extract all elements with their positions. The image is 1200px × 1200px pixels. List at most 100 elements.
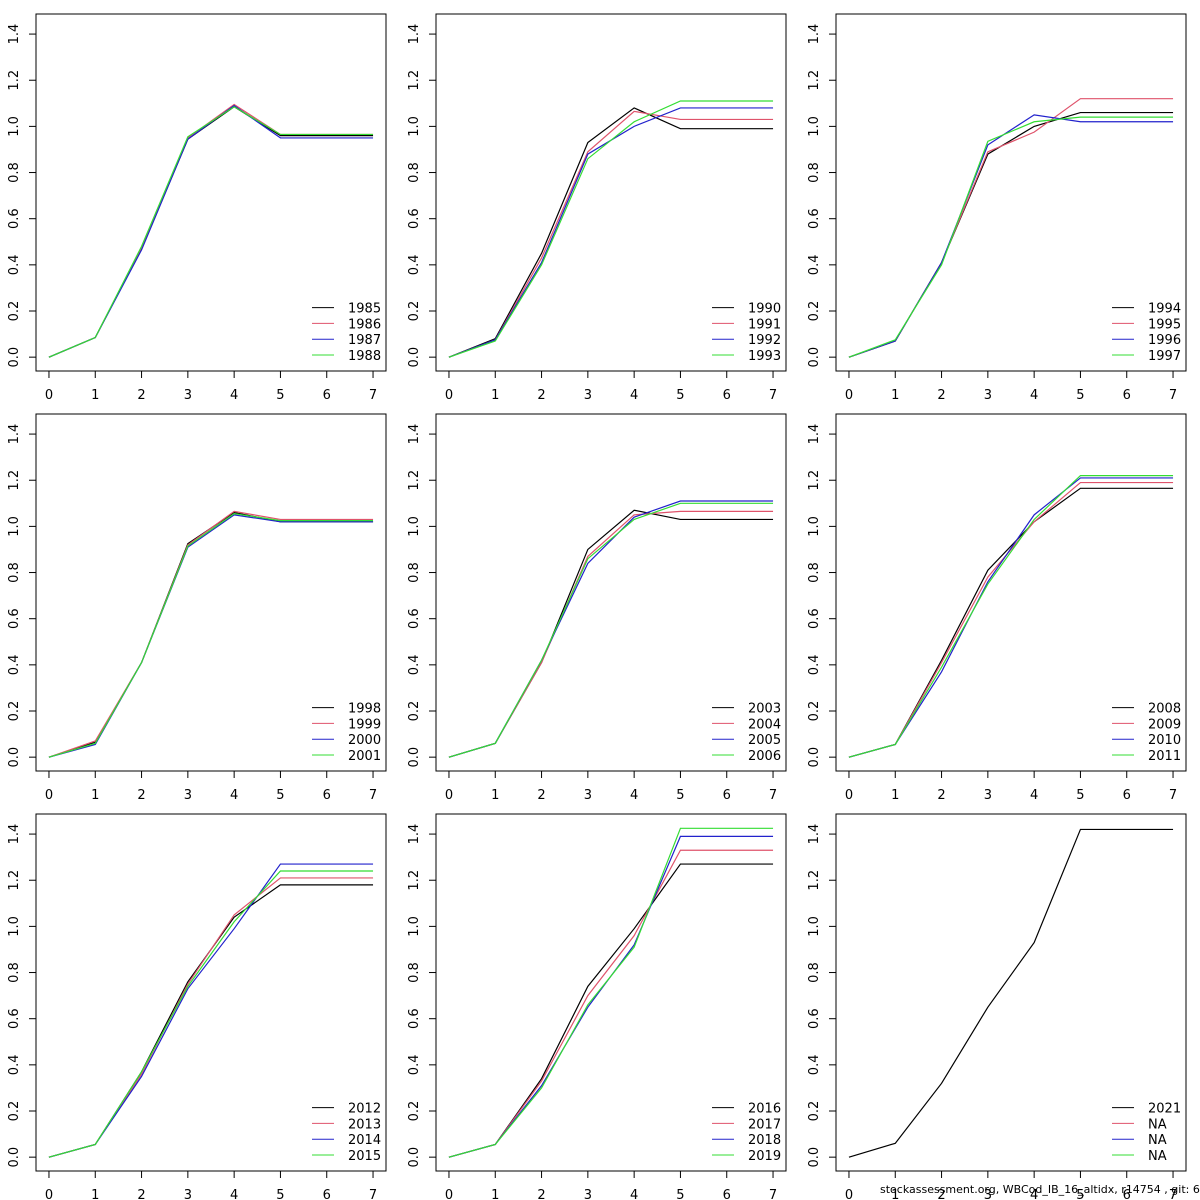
series-line — [848, 475, 1174, 758]
y-tick-label: 0.0 — [807, 747, 822, 768]
y-tick-label: 0.8 — [807, 562, 822, 583]
series-line — [448, 502, 774, 758]
legend-label: 1998 — [348, 702, 381, 717]
x-tick-label: 1 — [491, 1188, 499, 1200]
x-tick-label: 7 — [769, 1188, 777, 1200]
legend-label: 2003 — [748, 702, 781, 717]
y-tick-label: 0.6 — [7, 1008, 22, 1029]
y-tick-label: 0.4 — [807, 255, 822, 276]
x-tick-label: 3 — [584, 388, 592, 403]
y-tick-label: 0.4 — [7, 1055, 22, 1076]
x-tick-label: 1 — [91, 388, 99, 403]
plot-frame — [35, 813, 387, 1172]
legend-label: 2010 — [1148, 733, 1181, 748]
y-tick-label: 1.0 — [7, 916, 22, 937]
y-tick-label: 1.2 — [7, 870, 22, 891]
y-tick-label: 0.6 — [407, 208, 422, 229]
x-tick-label: 2 — [937, 788, 945, 803]
series-line — [48, 514, 374, 758]
x-tick-label: 4 — [630, 1188, 638, 1200]
plot-frame — [435, 13, 787, 372]
legend-label: 2011 — [1148, 749, 1181, 764]
x-tick-label: 5 — [276, 1188, 284, 1200]
legend-label: 2018 — [748, 1133, 781, 1148]
y-tick-label: 1.4 — [7, 424, 22, 445]
plot-frame — [835, 13, 1187, 372]
y-tick-label: 0.0 — [407, 347, 422, 368]
x-tick-label: 6 — [723, 388, 731, 403]
y-tick-label: 0.2 — [807, 301, 822, 322]
y-tick-label: 1.0 — [407, 516, 422, 537]
legend-label: 2016 — [748, 1102, 781, 1117]
legend-label: 2015 — [348, 1149, 381, 1164]
x-tick-label: 5 — [676, 1188, 684, 1200]
y-tick-label: 0.2 — [407, 1101, 422, 1122]
legend-label: 1995 — [1148, 317, 1181, 332]
legend-label: NA — [1148, 1117, 1167, 1132]
x-tick-label: 5 — [276, 388, 284, 403]
legend-label: 2001 — [348, 749, 381, 764]
y-tick-label: 0.6 — [407, 608, 422, 629]
x-tick-label: 6 — [1123, 1188, 1131, 1200]
y-tick-label: 0.8 — [407, 562, 422, 583]
series-line — [848, 481, 1174, 758]
legend-label: 2019 — [748, 1149, 781, 1164]
y-tick-label: 1.4 — [407, 24, 422, 45]
legend-label: NA — [1148, 1149, 1167, 1164]
legend-label: 2021 — [1148, 1102, 1181, 1117]
x-tick-label: 5 — [676, 388, 684, 403]
y-tick-label: 1.0 — [807, 116, 822, 137]
series-line — [848, 98, 1174, 358]
x-tick-label: 6 — [723, 1188, 731, 1200]
y-tick-label: 1.2 — [807, 70, 822, 91]
x-tick-label: 1 — [91, 788, 99, 803]
legend-label: 1992 — [748, 333, 781, 348]
series-line — [48, 513, 374, 758]
x-tick-label: 5 — [676, 788, 684, 803]
x-tick-label: 0 — [445, 1188, 453, 1200]
x-tick-label: 6 — [323, 388, 331, 403]
series-line — [48, 106, 374, 358]
legend-label: 2012 — [348, 1102, 381, 1117]
legend-label: 1985 — [348, 302, 381, 317]
legend-label: 2006 — [748, 749, 781, 764]
x-tick-label: 0 — [45, 1188, 53, 1200]
x-tick-label: 7 — [369, 388, 377, 403]
legend-label: 2013 — [348, 1117, 381, 1132]
x-tick-label: 7 — [769, 788, 777, 803]
x-tick-label: 2 — [537, 1188, 545, 1200]
x-tick-label: 3 — [184, 388, 192, 403]
plot-frame — [35, 413, 387, 772]
y-tick-label: 1.2 — [807, 870, 822, 891]
series-line — [848, 111, 1174, 358]
series-line — [48, 863, 374, 1158]
x-tick-label: 3 — [984, 388, 992, 403]
y-tick-label: 0.4 — [407, 255, 422, 276]
x-tick-label: 6 — [723, 788, 731, 803]
y-tick-label: 0.2 — [7, 301, 22, 322]
x-tick-label: 2 — [137, 788, 145, 803]
y-tick-label: 0.0 — [407, 1147, 422, 1168]
series-line — [48, 877, 374, 1158]
y-tick-label: 1.2 — [7, 70, 22, 91]
x-tick-label: 7 — [369, 1188, 377, 1200]
y-tick-label: 1.0 — [407, 116, 422, 137]
panel: 0 1 2 3 4 5 6 70.00.20.40.60.81.01.21.42021NANA… — [807, 813, 1187, 1200]
y-tick-label: 1.2 — [407, 470, 422, 491]
y-tick-label: 1.4 — [807, 824, 822, 845]
y-tick-label: 1.2 — [807, 470, 822, 491]
series-line — [448, 835, 774, 1158]
panel: 0 1 2 3 4 5 6 7 0.0 0.2 0.4 0.6 0.8 1.0 1.2 1.4 20162017… — [407, 813, 787, 1200]
x-tick-label: 7 — [369, 788, 377, 803]
x-tick-label: 2 — [537, 388, 545, 403]
plot-frame — [35, 13, 387, 372]
plot-frame — [835, 413, 1187, 772]
x-tick-label: 1 — [891, 388, 899, 403]
x-tick-label: 0 — [445, 388, 453, 403]
legend-label: 1996 — [1148, 333, 1181, 348]
y-tick-label: 0.8 — [807, 962, 822, 983]
y-tick-label: 0.6 — [807, 208, 822, 229]
y-tick-label: 0.6 — [407, 1008, 422, 1029]
x-tick-label: 0 — [445, 788, 453, 803]
y-tick-label: 1.4 — [407, 424, 422, 445]
